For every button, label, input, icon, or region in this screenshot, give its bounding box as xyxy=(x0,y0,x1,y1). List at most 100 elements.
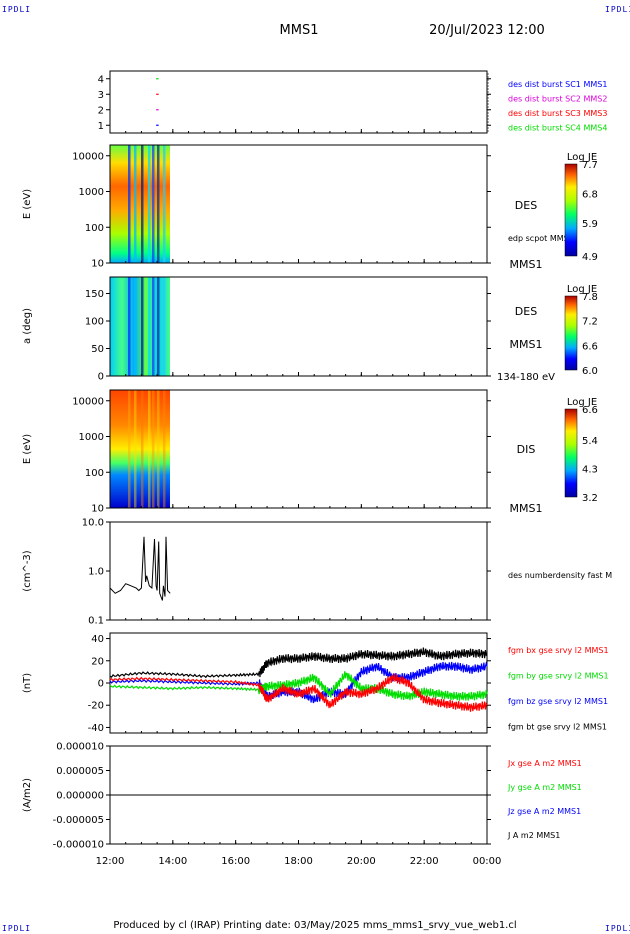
b-field-series-line xyxy=(109,673,488,712)
des-pa-colorbar-tick: 7.2 xyxy=(582,317,598,328)
current-ytick-label: 0.000000 xyxy=(56,791,104,802)
panel-density: (cm^-3) 0.1 1.0 10.0 des numberdensity fas… xyxy=(22,518,612,627)
des-energy-ylabel: E (eV) xyxy=(22,189,33,219)
des-e-ytick-label: 1000 xyxy=(79,187,104,198)
des-e-spectrogram-stripe xyxy=(157,145,160,263)
corner-label-top-right: IPDLI xyxy=(605,5,630,14)
current-ylabel: (A/m2) xyxy=(22,778,33,812)
des-pa-colorbar-tick: 6.6 xyxy=(582,341,598,352)
des-e-colorbar-tick: 5.9 xyxy=(582,219,598,230)
dis-energy-label: DIS xyxy=(517,443,536,456)
des-pa-spectrogram-stripe xyxy=(141,277,144,376)
corner-label-top-left: IPDLI xyxy=(2,5,32,14)
des-pa-spectrogram-stripe xyxy=(163,277,166,376)
dis-e-spectrogram-stripe xyxy=(152,390,155,508)
des-energy-colorbar-title: Log JE xyxy=(567,152,597,163)
panel-des-energy: E (eV) 10 100 1000 10000 DES edp scpot MMS1… xyxy=(22,144,598,271)
current-legend-item: Jx gse A m2 MMS1 xyxy=(507,759,582,768)
density-series-line xyxy=(109,536,171,601)
des-e-spectrogram-stripe xyxy=(148,145,151,263)
dis-e-ytick-label: 1000 xyxy=(79,432,104,443)
availability-ytick-label: 3 xyxy=(98,90,104,101)
availability-legend-item: des dist burst SC4 MMS4 xyxy=(508,124,607,133)
plot-datetime: 20/Jul/2023 12:00 xyxy=(429,23,545,38)
dis-energy-sc-label: MMS1 xyxy=(510,502,543,515)
density-legend: des numberdensity fast M xyxy=(508,571,612,580)
dis-energy-spectrogram xyxy=(110,390,170,508)
panel-current: (A/m2) -0.000010 -0.000005 0.000000 0.00000… xyxy=(22,742,582,851)
dis-e-colorbar-tick: 3.2 xyxy=(582,493,598,504)
current-ytick-label: 0.000005 xyxy=(56,766,104,777)
des-energy-label: DES xyxy=(515,199,537,212)
des-pitch-colorbar-title: Log JE xyxy=(567,284,597,295)
b-field-ytick-label: 0 xyxy=(98,679,104,690)
dis-e-spectrogram-stripe xyxy=(141,390,144,508)
dis-e-ytick-label: 10 xyxy=(91,504,104,515)
dis-e-colorbar-tick: 5.4 xyxy=(582,436,598,447)
dis-e-colorbar-tick: 4.3 xyxy=(582,465,598,476)
corner-label-bottom-right: IPDLI xyxy=(605,924,630,933)
dis-e-spectrogram-stripe xyxy=(148,390,151,508)
footer-text: Produced by cl (IRAP) Printing date: 03/… xyxy=(113,920,516,931)
corner-label-bottom-left: IPDLI xyxy=(2,924,32,933)
des-pa-spectrogram-stripe xyxy=(128,277,131,376)
dis-e-spectrogram-stripe xyxy=(128,390,131,508)
des-e-colorbar-tick: 4.9 xyxy=(582,252,598,263)
des-pitch-label: DES xyxy=(515,305,537,318)
time-axis-tick-label: 22:00 xyxy=(410,856,439,867)
des-e-ytick-label: 100 xyxy=(85,223,104,234)
dis-e-colorbar-tick: 6.6 xyxy=(582,405,598,416)
des-e-spectrogram-stripe xyxy=(152,145,155,263)
density-ytick-label: 1.0 xyxy=(88,567,104,578)
dis-e-spectrogram-stripe xyxy=(134,390,137,508)
des-pa-ytick-label: 50 xyxy=(91,344,104,355)
panel-availability: 1 2 3 4 des dist burst SC1 MMS1 des dist bur… xyxy=(98,70,607,134)
availability-legend-item: des dist burst SC1 MMS1 xyxy=(508,80,607,89)
dis-energy-ylabel: E (eV) xyxy=(22,434,33,464)
dis-e-spectrogram-stripe xyxy=(157,390,160,508)
des-pa-ytick-label: 100 xyxy=(85,317,104,328)
b-field-ytick-label: 40 xyxy=(91,634,104,645)
current-ytick-label: -0.000005 xyxy=(53,815,104,826)
current-ytick-label: 0.000010 xyxy=(56,742,104,753)
des-e-spectrogram-stripe xyxy=(163,145,166,263)
time-axis: 12:00 14:00 16:00 18:00 20:00 22:00 00:00 xyxy=(96,129,502,867)
time-axis-tick-label: 16:00 xyxy=(221,856,250,867)
des-pa-spectrogram-stripe xyxy=(148,277,151,376)
current-legend-item: J A m2 MMS1 xyxy=(507,831,560,840)
b-field-legend-item: fgm bz gse srvy l2 MMS1 xyxy=(508,697,608,706)
b-field-legend-item: fgm bt gse srvy l2 MMS1 xyxy=(508,723,607,732)
panel-availability-frame xyxy=(109,70,488,134)
b-field-ytick-label: -20 xyxy=(88,701,104,712)
time-axis-tick-label: 00:00 xyxy=(473,856,502,867)
dis-energy-colorbar-title: Log JE xyxy=(567,397,597,408)
des-e-ytick-label: 10 xyxy=(91,259,104,270)
current-legend-item: Jz gse A m2 MMS1 xyxy=(507,807,581,816)
des-energy-spectrogram xyxy=(110,145,170,263)
availability-legend-item: des dist burst SC2 MMS2 xyxy=(508,95,607,104)
des-pa-spectrogram-stripe xyxy=(134,277,137,376)
b-field-series-line xyxy=(109,671,488,702)
des-energy-sc-label: MMS1 xyxy=(510,258,543,271)
des-energy-overlay-label: edp scpot MMS1 xyxy=(508,234,574,243)
des-pitch-colorbar xyxy=(564,295,578,371)
des-pa-ytick-label: 0 xyxy=(98,372,104,383)
time-axis-tick-label: 12:00 xyxy=(96,856,125,867)
des-pitch-ylabel: a (deg) xyxy=(22,308,33,344)
dis-energy-colorbar xyxy=(564,408,578,498)
density-ytick-label: 0.1 xyxy=(88,616,104,627)
des-energy-colorbar xyxy=(564,163,578,257)
current-ytick-label: -0.000010 xyxy=(53,840,104,851)
availability-ytick-label: 4 xyxy=(98,74,104,85)
des-e-spectrogram-stripe xyxy=(134,145,137,263)
dis-e-ytick-label: 100 xyxy=(85,468,104,479)
time-axis-tick-label: 20:00 xyxy=(347,856,376,867)
panel-b-field: (nT) -40 -20 0 20 40 fgm bx gse srvy l2 MMS1… xyxy=(22,632,609,734)
time-axis-tick-label: 18:00 xyxy=(284,856,313,867)
density-ytick-label: 10.0 xyxy=(82,518,104,529)
current-legend-item: Jy gse A m2 MMS1 xyxy=(507,783,582,792)
des-e-ytick-label: 10000 xyxy=(72,151,104,162)
b-field-ylabel: (nT) xyxy=(22,673,33,693)
des-pitch-energy-label: 134-180 eV xyxy=(497,372,555,383)
